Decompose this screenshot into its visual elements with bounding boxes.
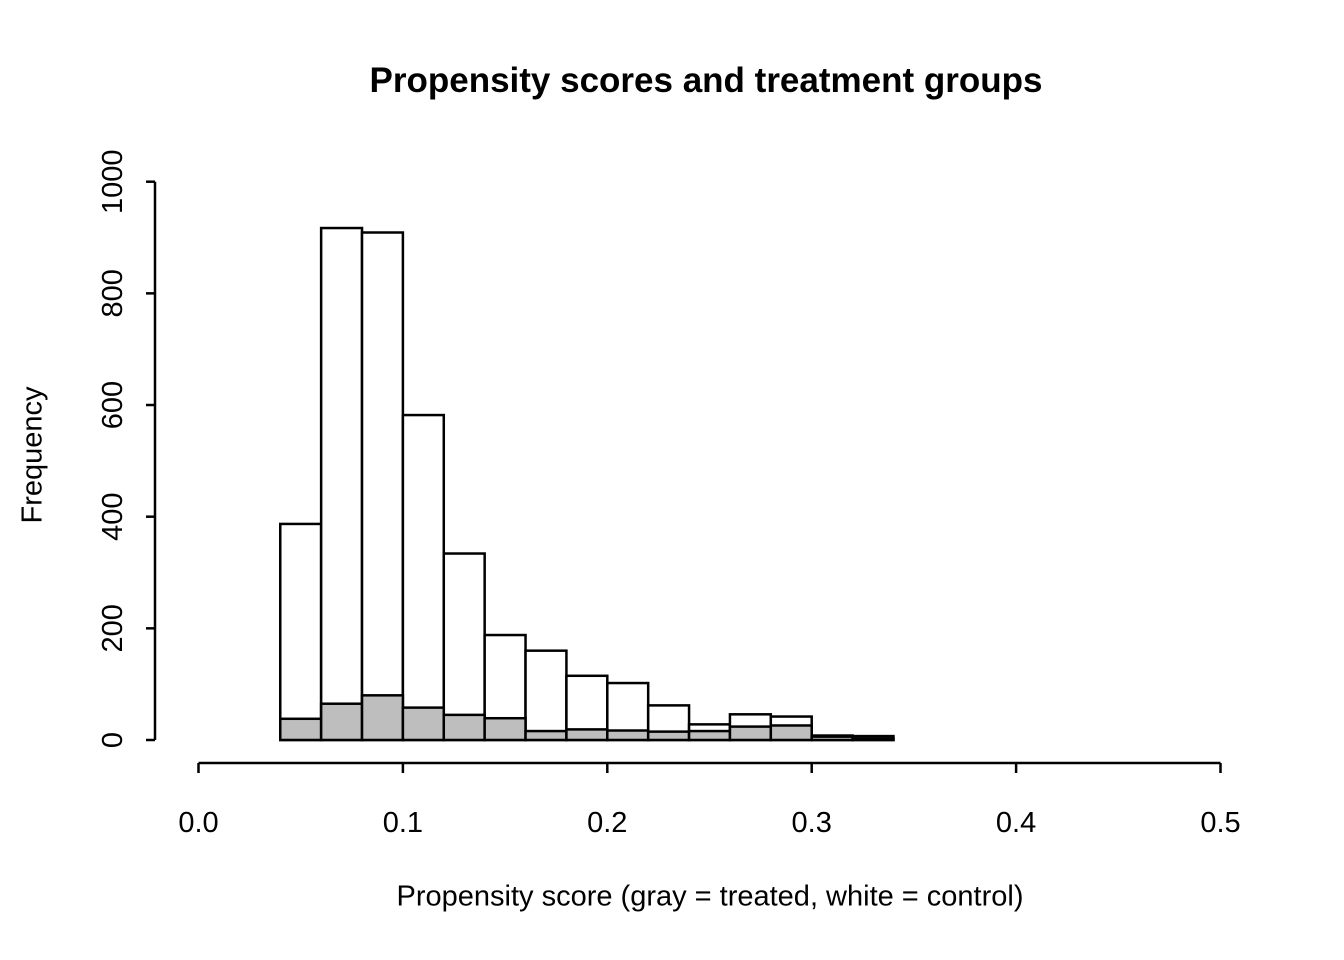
- histogram-bar-treated: [524, 729, 568, 742]
- histogram-bar-treated: [360, 694, 405, 742]
- x-tick-label: 0.1: [383, 807, 423, 839]
- x-tick-label: 0.0: [178, 807, 218, 839]
- y-tick-label: 600: [97, 381, 129, 429]
- histogram-bar-treated: [646, 730, 691, 742]
- x-tick-label: 0.5: [1200, 807, 1240, 839]
- histogram-bar-control: [524, 649, 568, 742]
- y-axis-label: Frequency: [16, 386, 49, 524]
- histogram-bar-treated: [810, 735, 854, 742]
- histogram-bar-treated: [769, 724, 813, 742]
- histogram-bar-treated: [401, 706, 446, 742]
- histogram-bar-treated: [606, 729, 650, 742]
- histogram-bar-treated: [728, 725, 773, 742]
- histogram-bar-control: [442, 552, 486, 742]
- histogram-bar-treated: [442, 713, 486, 742]
- histogram-bar-treated: [279, 717, 323, 742]
- x-tick-label: 0.4: [996, 807, 1036, 839]
- y-tick-label: 200: [97, 604, 129, 652]
- x-tick-label: 0.3: [792, 807, 832, 839]
- chart-title: Propensity scores and treatment groups: [369, 61, 1043, 100]
- y-tick-label: 1000: [97, 149, 129, 214]
- histogram-bar-control: [319, 226, 364, 742]
- histogram-bar-control: [279, 522, 323, 742]
- histogram-bar-control: [360, 231, 405, 742]
- histogram-bar-treated: [483, 716, 527, 742]
- histogram-bar-treated: [851, 737, 895, 742]
- histogram-bar-treated: [319, 702, 364, 742]
- y-tick-label: 0: [97, 732, 129, 748]
- x-tick-label: 0.2: [587, 807, 627, 839]
- x-axis-label: Propensity score (gray = treated, white …: [396, 880, 1024, 913]
- histogram-bar-treated: [687, 729, 732, 742]
- y-tick-label: 800: [97, 269, 129, 317]
- histogram-bar-control: [401, 413, 446, 742]
- histogram-bar-treated: [565, 728, 609, 742]
- y-tick-label: 400: [97, 492, 129, 540]
